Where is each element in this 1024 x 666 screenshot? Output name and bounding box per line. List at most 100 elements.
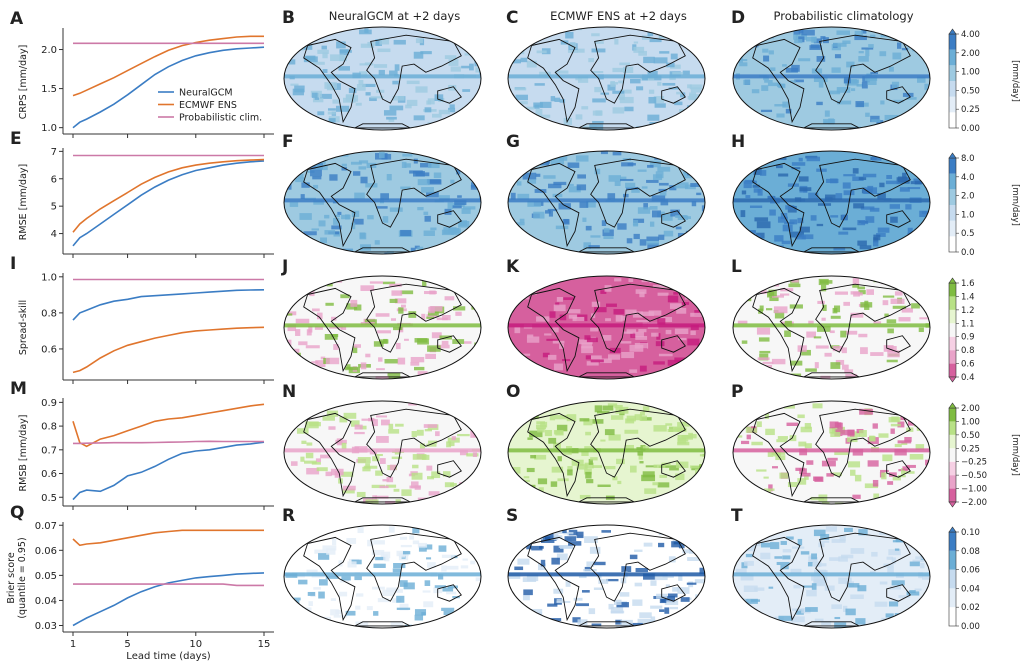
map-cell <box>821 460 836 467</box>
map-cell <box>356 491 366 498</box>
map-cell <box>643 573 656 580</box>
map-cell <box>531 545 543 551</box>
map-cell <box>379 485 389 489</box>
map-cell <box>879 529 893 535</box>
map-cell <box>671 541 681 548</box>
map-cell <box>688 359 694 364</box>
map-cell <box>919 210 930 218</box>
map-cell <box>389 298 398 303</box>
map-cell <box>628 278 634 283</box>
map-cell <box>797 538 803 546</box>
y-tick-label: 0.05 <box>35 571 57 582</box>
colorbar-label: 0.4 <box>961 373 975 383</box>
map-cell <box>393 563 406 569</box>
map-cell <box>634 414 643 421</box>
map-cell <box>793 585 801 589</box>
map-cell <box>378 69 385 76</box>
map-cell <box>607 193 616 200</box>
map-cell <box>618 80 625 84</box>
map-cell <box>389 464 397 471</box>
map-cell <box>526 247 533 254</box>
map-cell <box>308 152 321 155</box>
map-outline <box>283 150 482 255</box>
map-field <box>284 276 481 379</box>
map-cell <box>558 545 573 548</box>
map-cell <box>688 41 702 48</box>
map-cell <box>690 87 701 93</box>
map-cell <box>915 236 920 240</box>
map-cell <box>375 376 389 379</box>
map-cell <box>689 92 697 96</box>
map-cell <box>657 482 670 488</box>
map-cell <box>470 560 476 565</box>
map-cell <box>326 548 336 555</box>
map-cell <box>463 619 473 627</box>
map-cell <box>286 412 300 417</box>
map-cell <box>414 338 428 343</box>
map-cell <box>658 234 665 240</box>
map-cell <box>322 416 335 421</box>
map-cell <box>882 295 895 298</box>
map-cell <box>522 249 528 252</box>
map-cell <box>741 539 749 542</box>
map-cell <box>462 206 476 210</box>
map-cell <box>358 79 364 86</box>
map-cell <box>536 421 545 425</box>
map-cell <box>892 52 902 60</box>
map-cell <box>702 556 705 560</box>
map-cell <box>843 301 851 306</box>
map-cell <box>346 537 357 544</box>
map-cell <box>310 496 325 503</box>
map-cell <box>313 200 324 205</box>
column-title: NeuralGCM at +2 days <box>329 9 460 23</box>
y-tick-label: 0.03 <box>35 621 57 632</box>
map-outline <box>283 26 482 131</box>
map-cell <box>907 41 920 46</box>
map-cell <box>861 47 874 50</box>
map-cell <box>616 602 629 608</box>
map-cell <box>526 542 532 550</box>
map-cell <box>914 588 922 591</box>
map-cell <box>897 440 912 444</box>
map-cell <box>928 445 930 449</box>
map-cell <box>810 44 820 49</box>
map-cell <box>305 452 314 459</box>
map-cell <box>588 458 593 465</box>
map-cell <box>509 168 524 175</box>
map-cell <box>659 474 667 478</box>
map-cell <box>389 283 402 287</box>
map-cell <box>799 226 810 233</box>
map-cell <box>301 182 310 188</box>
map-cell <box>887 350 900 358</box>
map-cell <box>442 471 451 477</box>
map-cell <box>401 161 407 168</box>
map-cell <box>856 84 863 87</box>
y-tick-label: 4 <box>51 229 57 240</box>
map-cell <box>339 591 348 597</box>
map-cell <box>303 366 313 369</box>
map-cell <box>452 596 460 599</box>
series-line-neuralgcm <box>72 441 265 501</box>
map-background <box>733 151 930 254</box>
map-cell <box>427 345 441 352</box>
map-cell <box>870 352 884 356</box>
map-cell <box>593 587 604 590</box>
map-cell <box>927 533 930 537</box>
map-cell <box>533 102 543 108</box>
map-cell <box>629 369 638 373</box>
map-cell <box>426 557 432 560</box>
map-cell <box>653 425 667 432</box>
map-cell <box>662 214 673 221</box>
panel-letter: K <box>506 257 520 277</box>
map-field <box>733 401 930 504</box>
map-cell <box>919 296 930 299</box>
map-cell <box>829 557 840 561</box>
map-cell <box>741 190 747 195</box>
map-cell <box>421 313 426 320</box>
map-cell <box>538 487 544 494</box>
map-cell <box>534 454 547 460</box>
map-cell <box>871 551 878 557</box>
map-cell <box>886 319 897 324</box>
map-cell <box>300 194 305 200</box>
